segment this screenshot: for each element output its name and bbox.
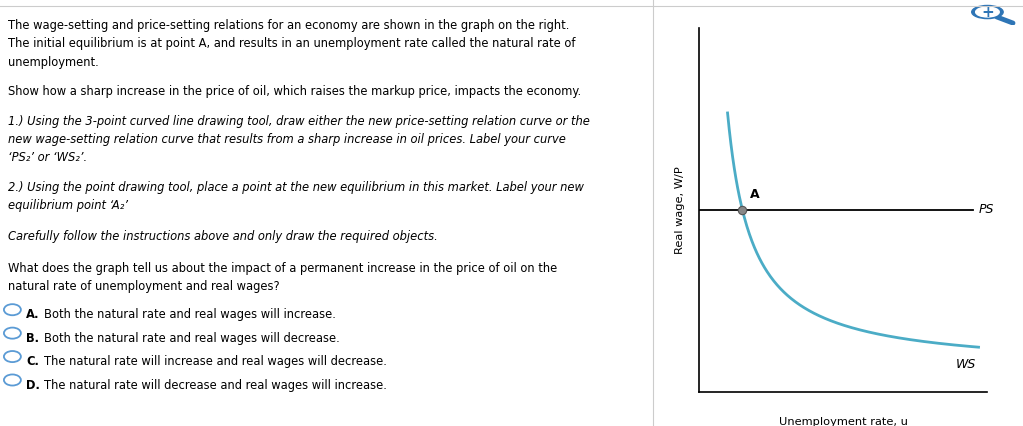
Text: WS: WS — [955, 358, 976, 371]
Text: Real wage, W/P: Real wage, W/P — [675, 166, 685, 253]
Circle shape — [976, 7, 999, 17]
Text: ‘PS₂’ or ‘WS₂’.: ‘PS₂’ or ‘WS₂’. — [8, 151, 88, 164]
Text: Both the natural rate and real wages will decrease.: Both the natural rate and real wages wil… — [44, 332, 340, 345]
Text: Unemployment rate, u: Unemployment rate, u — [779, 417, 907, 426]
Text: B.: B. — [27, 332, 39, 345]
Text: new wage-setting relation curve that results from a sharp increase in oil prices: new wage-setting relation curve that res… — [8, 133, 567, 146]
Text: 1.) Using the 3-point curved line drawing tool, draw either the new price-settin: 1.) Using the 3-point curved line drawin… — [8, 115, 590, 128]
Text: A: A — [750, 188, 759, 201]
Text: C.: C. — [27, 355, 39, 368]
Text: +: + — [981, 5, 993, 20]
Text: 2.) Using the point drawing tool, place a point at the new equilibrium in this m: 2.) Using the point drawing tool, place … — [8, 181, 584, 194]
Text: The natural rate will increase and real wages will decrease.: The natural rate will increase and real … — [44, 355, 388, 368]
Text: The wage-setting and price-setting relations for an economy are shown in the gra: The wage-setting and price-setting relat… — [8, 19, 570, 32]
Circle shape — [972, 6, 1004, 19]
Text: Carefully follow the instructions above and only draw the required objects.: Carefully follow the instructions above … — [8, 230, 438, 243]
Text: The natural rate will decrease and real wages will increase.: The natural rate will decrease and real … — [44, 379, 388, 391]
Text: The initial equilibrium is at point A, and results in an unemployment rate calle: The initial equilibrium is at point A, a… — [8, 37, 576, 51]
Text: Show how a sharp increase in the price of oil, which raises the markup price, im: Show how a sharp increase in the price o… — [8, 85, 582, 98]
Text: unemployment.: unemployment. — [8, 56, 99, 69]
Text: natural rate of unemployment and real wages?: natural rate of unemployment and real wa… — [8, 280, 280, 294]
Text: Both the natural rate and real wages will increase.: Both the natural rate and real wages wil… — [44, 308, 337, 321]
Text: A.: A. — [27, 308, 40, 321]
Text: D.: D. — [27, 379, 40, 391]
Text: equilibrium point ‘A₂’: equilibrium point ‘A₂’ — [8, 199, 129, 212]
Text: What does the graph tell us about the impact of a permanent increase in the pric: What does the graph tell us about the im… — [8, 262, 558, 275]
Text: PS: PS — [979, 203, 994, 216]
